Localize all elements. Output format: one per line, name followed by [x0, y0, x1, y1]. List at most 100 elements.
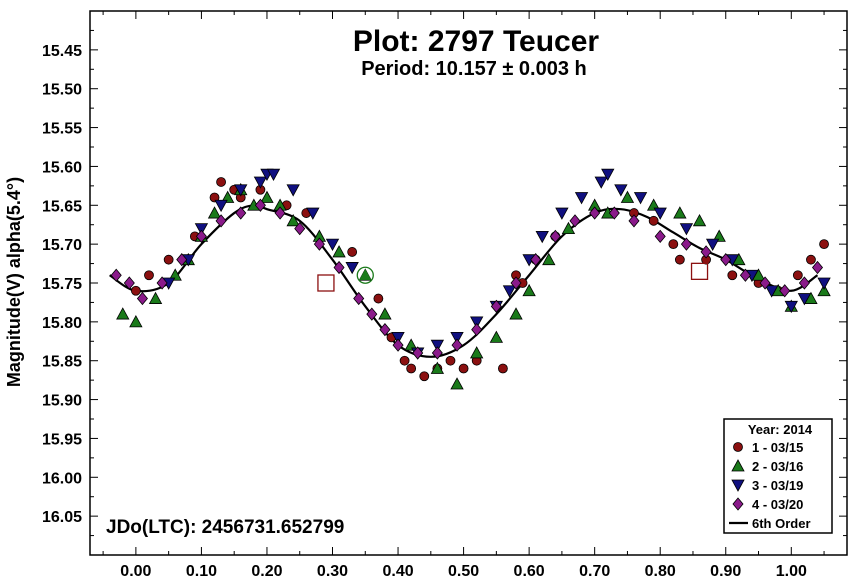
y-tick-label: 15.75 [42, 276, 82, 293]
data-point [680, 237, 692, 251]
legend-symbol-2 [731, 459, 745, 472]
data-point [535, 230, 549, 244]
y-tick-label: 15.95 [42, 431, 82, 448]
data-point [648, 215, 659, 226]
y-tick-label: 15.80 [42, 315, 82, 332]
data-point [561, 221, 576, 235]
data-point [286, 213, 300, 227]
data-point [274, 206, 286, 220]
data-point [392, 338, 404, 352]
data-point [727, 270, 738, 281]
data-point [116, 307, 130, 320]
data-point [195, 229, 207, 243]
data-point [555, 207, 569, 220]
data-point [779, 284, 791, 298]
legend-label-1: 1 - 03/15 [752, 440, 803, 455]
legend-symbols [729, 442, 748, 525]
legend-label-3: 3 - 03/19 [752, 478, 803, 493]
data-point [811, 260, 824, 275]
data-point [136, 291, 148, 306]
data-point [653, 207, 667, 220]
data-point [692, 213, 707, 227]
open-square-marker [690, 262, 709, 280]
data-point [668, 239, 679, 250]
data-point [123, 276, 135, 290]
data-point [784, 300, 798, 314]
data-point [549, 229, 561, 243]
data-point [739, 268, 751, 282]
x-tick-label: 0.70 [579, 563, 610, 580]
data-point [608, 206, 620, 220]
data-point [430, 339, 445, 353]
y-tick-label: 15.65 [42, 198, 82, 215]
data-point [209, 192, 220, 203]
legend-title: Year: 2014 [748, 422, 813, 437]
jdo-annotation: JDo(LTC): 2456731.652799 [106, 517, 344, 538]
legend-symbol-4 [732, 497, 744, 511]
fit-curve-group [109, 204, 819, 358]
data-point [306, 207, 320, 220]
data-point [614, 184, 628, 197]
y-tick-label: 15.50 [42, 82, 82, 99]
legend: Year: 2014 1 - 03/15 2 - 03/16 3 - 03/19… [723, 418, 833, 534]
x-tick-label: 0.80 [645, 563, 676, 580]
y-axis-label: Magnitude(V) alpha(5.4°) [4, 177, 24, 387]
data-point [345, 262, 359, 275]
x-tick-label: 0.90 [710, 563, 741, 580]
data-point [333, 260, 345, 275]
y-tick-label: 15.45 [42, 43, 82, 60]
data-point [168, 268, 182, 281]
data-point [110, 268, 122, 282]
data-point [399, 355, 410, 366]
data-point [156, 276, 168, 290]
data-point [679, 223, 694, 236]
data-point [391, 331, 405, 345]
data-point [817, 277, 831, 290]
y-tick-label: 15.85 [42, 354, 82, 371]
data-point [176, 253, 188, 267]
data-point [458, 363, 469, 374]
data-point [594, 176, 608, 189]
data-point [347, 247, 358, 257]
legend-symbol-1 [733, 442, 743, 452]
open-triangle-marker [359, 268, 372, 280]
x-tick-label: 0.40 [382, 563, 413, 580]
data-point [798, 276, 810, 290]
data-point [522, 283, 536, 297]
data-point [445, 355, 456, 366]
data-point [215, 214, 227, 228]
data-point [470, 346, 484, 359]
x-tick-label: 0.30 [317, 563, 348, 580]
data-point [720, 253, 732, 267]
data-point [313, 237, 325, 251]
x-tick-label: 1.00 [776, 563, 807, 580]
data-point [412, 346, 424, 360]
data-point [129, 315, 143, 328]
data-point [451, 338, 463, 352]
data-point [471, 323, 483, 337]
y-tick-label: 15.60 [42, 159, 82, 176]
data-point [817, 283, 831, 297]
series-4 [110, 198, 824, 360]
data-point [628, 214, 640, 228]
data-point [674, 254, 685, 265]
open-square-marker [317, 274, 335, 292]
data-point [792, 270, 803, 281]
y-tick-label: 15.55 [42, 121, 82, 138]
data-point [194, 223, 209, 236]
data-points [110, 168, 831, 390]
data-point [759, 276, 771, 290]
legend-box [723, 418, 833, 534]
data-point [646, 198, 661, 211]
x-tick-label: 0.10 [186, 563, 217, 580]
x-tick-label: 0.60 [514, 563, 545, 580]
data-point [325, 238, 340, 251]
data-point [589, 206, 601, 220]
series-3 [161, 168, 831, 360]
data-point [419, 371, 430, 382]
data-point [601, 168, 615, 182]
chart-subtitle: Period: 10.157 ± 0.003 h [361, 58, 587, 80]
data-point [406, 363, 417, 374]
data-point [144, 270, 154, 281]
data-point [332, 245, 346, 258]
